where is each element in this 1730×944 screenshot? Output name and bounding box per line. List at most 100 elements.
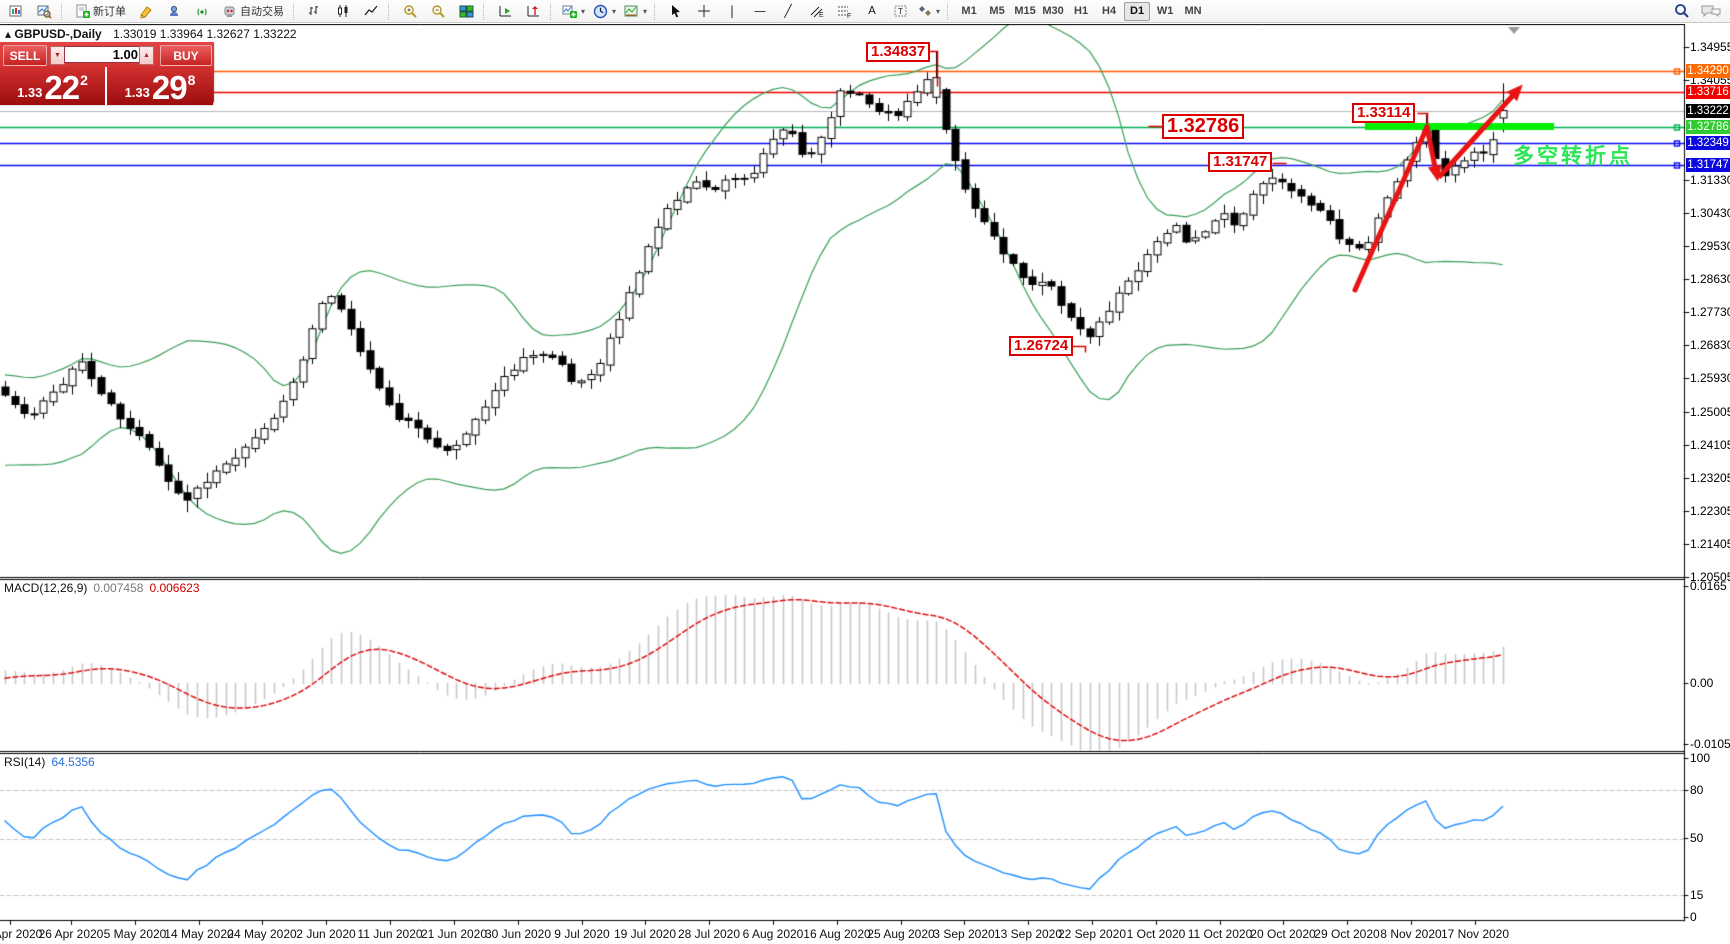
symbol-name: GBPUSD-,Daily — [14, 27, 102, 41]
price-axis-label: 1.27730 — [1690, 304, 1730, 319]
community-chat-icon[interactable] — [1700, 3, 1722, 19]
price-callout-label[interactable]: 1.32786 — [1162, 114, 1245, 139]
rsi-label: RSI(14) 64.5356 — [4, 755, 95, 769]
rsi-axis-label: 50 — [1690, 831, 1704, 845]
volume-input[interactable] — [64, 46, 142, 63]
line-chart-icon — [364, 5, 378, 16]
horizontal-line-icon: — — [754, 4, 767, 18]
bull-bear-turning-point-note: 多空转折点 — [1513, 145, 1633, 168]
main-toolbar: 新订单 自动交易 — [0, 0, 1730, 23]
timeframe-bar: M1 M5 M15 M30 H1 H4 D1 W1 MN — [955, 1, 1207, 21]
autotrading-label: 自动交易 — [240, 6, 284, 18]
date-axis-label: 17 Nov 2020 — [1440, 927, 1510, 941]
periods-button[interactable]: ▾ — [590, 1, 619, 22]
auto-scroll-icon — [499, 5, 511, 16]
price-callout-label[interactable]: 1.34837 — [866, 42, 931, 62]
sell-price-box[interactable]: 1.33 22 2 — [0, 67, 107, 105]
signals-icon — [196, 8, 207, 15]
date-axis-label: 2 Jun 2020 — [296, 927, 356, 941]
svg-text:F: F — [847, 13, 851, 18]
timeframe-m30[interactable]: M30 — [1042, 5, 1064, 17]
date-axis-label: 28 Jul 2020 — [677, 927, 741, 941]
date-axis-label: 25 Aug 2020 — [867, 927, 935, 941]
price-callout-label[interactable]: 1.26724 — [1009, 336, 1074, 356]
price-axis-label: 1.20505 — [1690, 569, 1730, 584]
volume-increase-button[interactable]: ▲ — [139, 46, 154, 65]
text-label-button[interactable]: T — [887, 1, 913, 22]
equidistant-channel-button[interactable]: E — [803, 1, 829, 22]
sell-button[interactable]: SELL — [3, 45, 47, 66]
zoom-out-icon — [431, 4, 445, 18]
price-axis-label: 1.29530 — [1690, 238, 1730, 253]
sell-price-big: 22 — [44, 69, 80, 106]
templates-button[interactable]: ▾ — [621, 1, 650, 22]
timeframe-d1[interactable]: D1 — [1124, 1, 1151, 21]
vertical-line-button[interactable]: | — [719, 1, 745, 22]
date-axis-label: 20 Oct 2020 — [1250, 927, 1316, 941]
new-chart-button[interactable] — [3, 1, 29, 22]
price-axis-label: 1.23205 — [1690, 470, 1730, 485]
rsi-axis-label: 100 — [1690, 751, 1711, 765]
toolbar-separator — [550, 2, 555, 20]
arrows-button[interactable]: ▾ — [915, 1, 943, 22]
chevron-down-icon: ▾ — [643, 6, 648, 16]
timeframe-h1[interactable]: H1 — [1074, 5, 1089, 17]
macd-signal-value: 0.006623 — [149, 581, 200, 595]
buy-button[interactable]: BUY — [160, 45, 212, 66]
auto-scroll-button[interactable] — [492, 1, 518, 22]
zoom-out-button[interactable] — [425, 1, 451, 22]
timeframe-w1[interactable]: W1 — [1156, 5, 1174, 17]
buy-price-sup: 8 — [187, 72, 196, 88]
price-axis-label: 1.21405 — [1690, 536, 1730, 551]
price-line-badge: 1.32786 — [1686, 119, 1730, 134]
text-button[interactable]: A — [859, 1, 885, 22]
date-axis-label: 11 Oct 2020 — [1187, 927, 1253, 941]
price-callout-label[interactable]: 1.33114 — [1352, 103, 1416, 123]
chevron-down-icon: ▾ — [936, 6, 941, 16]
collapse-marker-icon[interactable]: ▴ — [5, 27, 12, 41]
horizontal-line-button[interactable]: — — [747, 1, 773, 22]
signals-button[interactable] — [189, 1, 215, 22]
price-axis-label: 1.26830 — [1690, 337, 1730, 352]
bar-chart-button[interactable] — [302, 1, 328, 22]
date-axis-label: 3 Sep 2020 — [933, 927, 995, 941]
toolbar-separator — [293, 2, 298, 20]
zoom-in-button[interactable] — [397, 1, 423, 22]
timeframe-m15[interactable]: M15 — [1014, 5, 1036, 17]
tile-windows-button[interactable] — [453, 1, 479, 22]
timeframe-m1[interactable]: M1 — [961, 5, 977, 17]
chart-shift-button[interactable] — [520, 1, 546, 22]
timeframe-mn[interactable]: MN — [1184, 5, 1202, 17]
price-chart-canvas[interactable] — [0, 24, 1730, 944]
price-axis-label: 1.30430 — [1690, 205, 1730, 220]
profiles-button[interactable] — [31, 1, 57, 22]
zoom-in-icon — [403, 4, 417, 18]
highlighter-button[interactable] — [133, 1, 159, 22]
new-order-button[interactable]: 新订单 — [70, 1, 131, 22]
line-chart-button[interactable] — [358, 1, 384, 22]
trendline-button[interactable]: ╱ — [775, 1, 801, 22]
date-axis-label: 26 Apr 2020 — [38, 927, 104, 941]
cursor-button[interactable] — [663, 1, 689, 22]
buy-price-box[interactable]: 1.33 29 8 — [107, 67, 213, 105]
candlestick-chart-button[interactable] — [330, 1, 356, 22]
market-depth-button[interactable] — [161, 1, 187, 22]
text-label-icon: T — [894, 5, 907, 17]
equidistant-channel-icon: E — [810, 6, 824, 18]
date-axis-label: 11 Jun 2020 — [357, 927, 423, 941]
timeframe-h4[interactable]: H4 — [1102, 5, 1117, 17]
price-axis-label: 1.25930 — [1690, 370, 1730, 385]
timeframe-m5[interactable]: M5 — [989, 5, 1005, 17]
price-callout-label[interactable]: 1.31747 — [1208, 152, 1273, 172]
cursor-icon — [672, 5, 681, 18]
indicators-button[interactable]: ▾ — [559, 1, 588, 22]
candlestick-chart-icon — [338, 5, 348, 17]
autotrading-button[interactable]: 自动交易 — [217, 1, 289, 22]
fibonacci-button[interactable]: F — [831, 1, 857, 22]
macd-axis-label: -0.010571 — [1690, 737, 1730, 751]
crosshair-button[interactable] — [691, 1, 717, 22]
volume-decrease-button[interactable]: ▼ — [50, 46, 65, 65]
search-icon[interactable] — [1674, 3, 1690, 19]
sell-price-prefix: 1.33 — [17, 85, 43, 100]
macd-axis-label: 0.0165 — [1690, 579, 1727, 593]
